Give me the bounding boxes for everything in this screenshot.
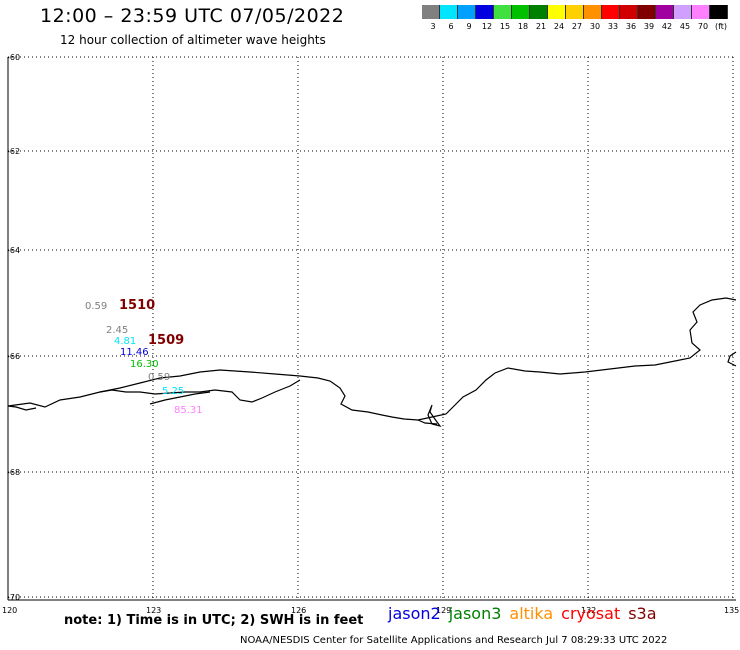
longitude-labels: 120 123 126 129 132 135 bbox=[2, 606, 739, 615]
color-swatch bbox=[440, 5, 458, 19]
obs-value: 2.45 bbox=[106, 325, 128, 336]
wave-height-observations: 0.59 1510 2.45 4.81 1509 11.46 16.30 0.5… bbox=[85, 298, 203, 416]
antarctic-coastline bbox=[7, 297, 737, 421]
color-scale-label: 24 bbox=[553, 22, 565, 31]
color-swatch bbox=[422, 5, 440, 19]
color-scale-label: 45 bbox=[679, 22, 691, 31]
color-swatch bbox=[566, 5, 584, 19]
color-scale-label: 27 bbox=[571, 22, 583, 31]
legend-altika: altika bbox=[509, 604, 554, 623]
color-scale-label: 9 bbox=[466, 22, 472, 31]
color-scale-label: 3 bbox=[430, 22, 436, 31]
color-swatch bbox=[476, 5, 494, 19]
map-title: 12:00 – 23:59 UTC 07/05/2022 bbox=[40, 5, 345, 27]
color-scale-label: 6 bbox=[448, 22, 454, 31]
legend-s3a: s3a bbox=[628, 604, 657, 623]
color-scale-bar bbox=[422, 5, 728, 19]
lat-label: -62 bbox=[7, 147, 20, 156]
latitude-labels: -60 -62 -64 -66 -68 -70 bbox=[7, 53, 20, 602]
color-swatch bbox=[620, 5, 638, 19]
color-scale-label: 12 bbox=[481, 22, 493, 31]
color-swatch bbox=[584, 5, 602, 19]
obs-value: 1509 bbox=[148, 333, 184, 348]
color-scale-label: 42 bbox=[661, 22, 673, 31]
lon-label: 129 bbox=[436, 606, 451, 615]
obs-value: 0.59 bbox=[85, 301, 107, 312]
color-swatch bbox=[638, 5, 656, 19]
color-scale-label: 33 bbox=[607, 22, 619, 31]
color-swatch bbox=[494, 5, 512, 19]
color-scale-label: 36 bbox=[625, 22, 637, 31]
color-swatch bbox=[512, 5, 530, 19]
obs-value: 16.30 bbox=[130, 359, 159, 370]
color-swatch bbox=[710, 5, 728, 19]
color-swatch bbox=[458, 5, 476, 19]
lon-label: 120 bbox=[2, 606, 17, 615]
obs-value: 5.25 bbox=[162, 386, 184, 397]
lat-label: -60 bbox=[7, 53, 20, 62]
legend-jason3: jason3 bbox=[448, 604, 502, 623]
coastline-inner-branch bbox=[99, 379, 301, 403]
map-subtitle: 12 hour collection of altimeter wave hei… bbox=[60, 33, 326, 47]
color-scale-label: 18 bbox=[517, 22, 529, 31]
latitude-gridlines bbox=[8, 56, 736, 598]
color-scale-label: 21 bbox=[535, 22, 547, 31]
coastline-bay bbox=[417, 404, 442, 427]
lat-label: -66 bbox=[7, 352, 20, 361]
lat-label: -70 bbox=[7, 593, 20, 602]
color-swatch bbox=[674, 5, 692, 19]
coastline-east-tip bbox=[727, 351, 737, 367]
coastline-lower-branch bbox=[149, 391, 211, 405]
lat-label: -68 bbox=[7, 468, 20, 477]
legend-cryosat: cryosat bbox=[561, 604, 621, 623]
color-scale-label: 30 bbox=[589, 22, 601, 31]
lat-label: -64 bbox=[7, 246, 20, 255]
credit-line: NOAA/NESDIS Center for Satellite Applica… bbox=[240, 635, 668, 646]
obs-value: 1510 bbox=[119, 298, 155, 313]
obs-value: 4.81 bbox=[114, 336, 136, 347]
obs-value: 11.46 bbox=[120, 347, 149, 358]
lon-label: 123 bbox=[146, 606, 161, 615]
satellite-legend: jason2 jason3 altika cryosat s3a bbox=[388, 604, 665, 623]
color-swatch bbox=[548, 5, 566, 19]
footnote: note: 1) Time is in UTC; 2) SWH is in fe… bbox=[64, 613, 364, 628]
color-swatch bbox=[530, 5, 548, 19]
longitude-gridlines bbox=[152, 57, 734, 600]
color-swatch bbox=[656, 5, 674, 19]
color-scale-label: (ft) bbox=[714, 22, 728, 31]
color-scale-label: 15 bbox=[499, 22, 511, 31]
obs-value: 85.31 bbox=[174, 405, 203, 416]
lon-label: 132 bbox=[581, 606, 596, 615]
lon-label: 135 bbox=[724, 606, 739, 615]
obs-value: 0.59 bbox=[148, 372, 170, 383]
color-scale-label: 70 bbox=[697, 22, 709, 31]
color-swatch bbox=[692, 5, 710, 19]
color-swatch bbox=[602, 5, 620, 19]
coastline-west-edge bbox=[7, 405, 37, 411]
color-scale-label: 39 bbox=[643, 22, 655, 31]
lon-label: 126 bbox=[291, 606, 306, 615]
legend-jason2: jason2 bbox=[388, 604, 441, 623]
